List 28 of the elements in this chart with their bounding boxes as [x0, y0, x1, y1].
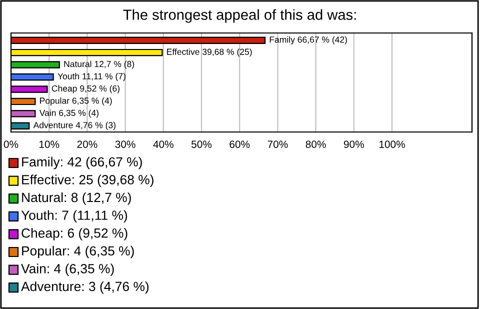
x-tick-label: 30% [115, 140, 136, 148]
text: Youth: 7 (11,11 %) [21, 210, 128, 223]
text: Cheap: 6 (9,52 %) [22, 228, 128, 240]
x-tick-label: 90% [344, 140, 364, 148]
x-tick-label: 0% [4, 140, 18, 148]
data-label: Family 66,67 % (42) [270, 36, 347, 44]
data-label: Cheap 9,52 % (6) [52, 85, 120, 94]
data-label: Effective 39,68 % (25) [167, 48, 252, 57]
x-tick-label: 50% [191, 140, 212, 148]
x-tick-label: 40% [153, 140, 174, 148]
data-label: Natural 12,7 % (8) [64, 60, 134, 69]
x-tick-label: 80% [306, 140, 326, 148]
text: Effective: 25 (39,68 %) [22, 174, 154, 187]
data-label: Adventure 4,76 % (3) [33, 122, 116, 130]
text: Adventure: 3 (4,76 %) [21, 281, 149, 294]
x-tick-label: 60% [230, 140, 250, 148]
text: Popular: 4 (6,35 %) [22, 246, 134, 258]
data-label: Vain 6,35 % (4) [39, 110, 98, 118]
x-tick-label: 100% [379, 140, 405, 148]
text: Natural: 8 (12,7 %) [22, 192, 131, 205]
text: Family: 42 (66,67 %) [22, 156, 142, 170]
x-tick-label: 70% [268, 140, 288, 148]
chart-title: The strongest appeal of this ad was: [123, 9, 356, 23]
x-tick-label: 20% [77, 140, 98, 148]
data-label: Youth 11,11 % (7) [58, 72, 126, 82]
x-tick-label: 10% [39, 140, 60, 148]
text: Vain: 4 (6,35 %) [21, 264, 114, 276]
data-label: Popular 6,35 % (4) [40, 97, 112, 106]
